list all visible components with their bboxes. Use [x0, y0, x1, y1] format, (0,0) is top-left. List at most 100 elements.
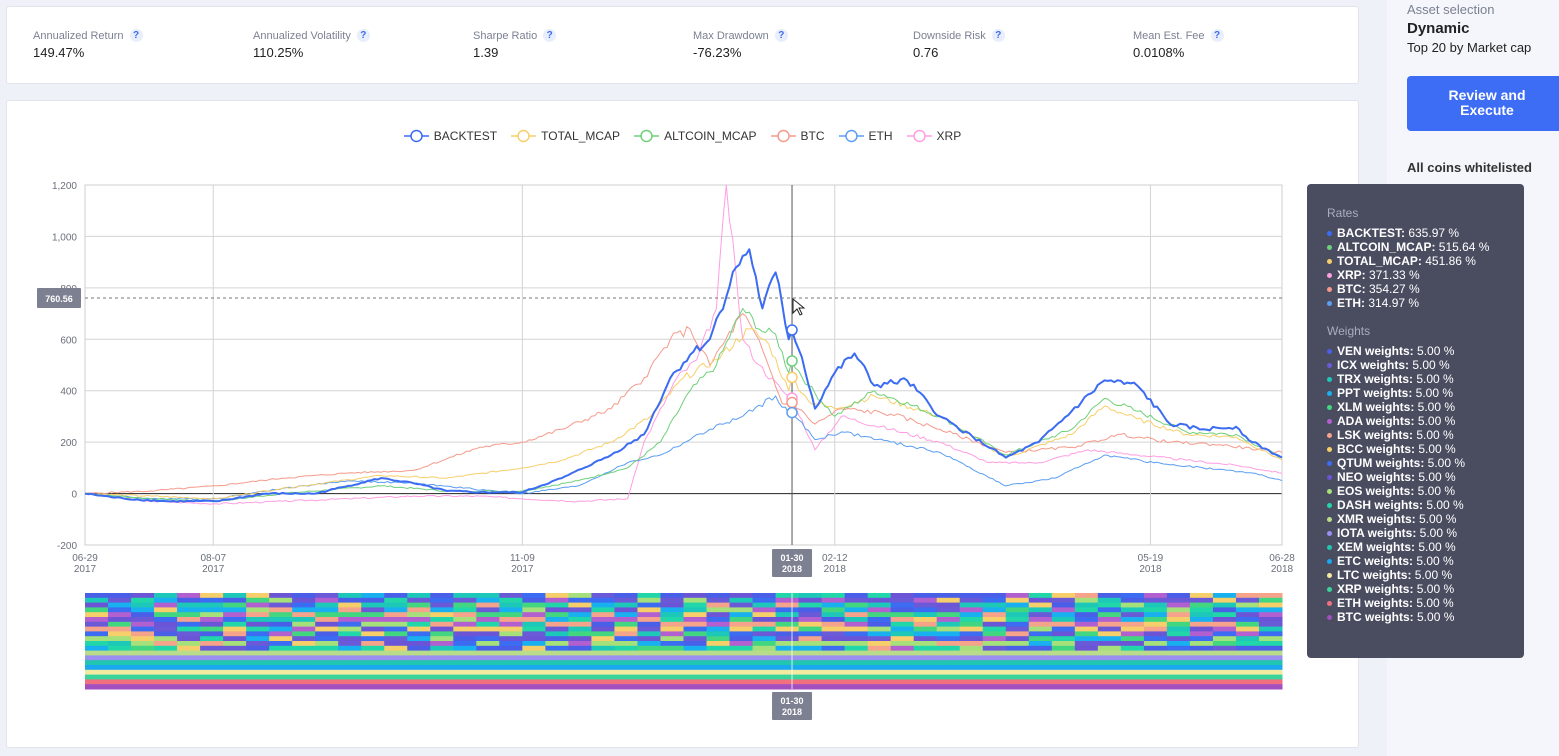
legend-item-total-mcap[interactable]: TOTAL_MCAP: [511, 129, 620, 143]
legend-item-altcoin-mcap[interactable]: ALTCOIN_MCAP: [634, 129, 757, 143]
heatmap-cell: [1097, 617, 1122, 623]
heatmap-cell: [706, 597, 731, 604]
weight-value: 5.00 %: [1415, 470, 1456, 484]
tooltip-weights-header: Weights: [1327, 324, 1371, 338]
heatmap-cell: [223, 669, 247, 676]
heatmap-cell: [108, 660, 132, 666]
heatmap-cell: [1212, 645, 1237, 652]
metric-value: 110.25%: [253, 45, 304, 60]
heatmap-cell: [499, 665, 523, 671]
weight-name: DASH weights:: [1337, 498, 1424, 512]
heatmap-cell: [1120, 684, 1145, 690]
heatmap-cell: [1097, 593, 1122, 599]
whitelist-status: All coins whitelisted: [1407, 160, 1532, 175]
heatmap-cell: [729, 665, 754, 671]
heatmap-cell: [361, 645, 385, 652]
heatmap-cell: [200, 617, 224, 623]
legend-label: XRP: [936, 129, 962, 143]
heatmap-cell: [752, 669, 777, 676]
metric-label: Mean Est. Fee: [1133, 29, 1205, 42]
weight-name: IOTA weights:: [1337, 526, 1417, 540]
heatmap-cell: [407, 679, 431, 685]
heatmap-cell: [959, 602, 984, 608]
heatmap-cell: [361, 655, 385, 661]
help-icon[interactable]: ?: [1210, 29, 1224, 42]
heatmap-cell: [936, 660, 961, 666]
heatmap-cell: [1258, 602, 1283, 608]
heatmap-cell: [591, 645, 615, 652]
heatmap-cell: [637, 602, 661, 608]
review-execute-button[interactable]: Review and Execute: [1407, 76, 1559, 131]
heatmap-cell: [131, 674, 155, 680]
legend-item-xrp[interactable]: XRP: [906, 129, 962, 143]
heatmap-cell: [982, 626, 1007, 632]
heatmap-cell: [522, 631, 546, 637]
weight-name: BTC weights:: [1337, 610, 1414, 624]
heatmap-cell: [177, 684, 201, 690]
weight-value: 5.00 %: [1413, 610, 1455, 624]
heatmap-cell: [1258, 621, 1283, 628]
heatmap-cell: [131, 612, 155, 618]
heatmap-cell: [1212, 650, 1237, 656]
heatmap-cell: [1189, 641, 1214, 647]
heatmap-cell: [683, 641, 708, 647]
heatmap-cell: [407, 655, 431, 661]
rate-row: BTC: 354.27 %: [1327, 282, 1524, 296]
heatmap-cell: [1051, 617, 1076, 623]
heatmap-cell: [729, 621, 754, 628]
heatmap-cell: [913, 617, 938, 623]
heatmap-cell: [85, 626, 109, 632]
help-icon[interactable]: ?: [356, 29, 370, 42]
heatmap-cell: [131, 665, 155, 671]
heatmap-cell: [131, 636, 155, 642]
heatmap-cell: [913, 597, 938, 604]
heatmap-cell: [85, 650, 109, 656]
heatmap-cell: [867, 655, 892, 661]
heatmap-cell: [729, 660, 754, 666]
help-icon[interactable]: ?: [774, 29, 788, 42]
heatmap-cell: [246, 636, 270, 642]
help-icon[interactable]: ?: [129, 29, 143, 42]
heatmap-cell: [108, 612, 132, 618]
weight-name: EOS weights:: [1337, 484, 1415, 498]
heatmap-cell: [821, 660, 846, 666]
heatmap-cell: [1166, 679, 1191, 685]
heatmap-cell: [1005, 679, 1030, 685]
heatmap-cell: [867, 674, 892, 680]
heatmap-cell: [729, 631, 754, 637]
heatmap-cell: [522, 612, 546, 618]
heatmap-cell: [315, 645, 339, 652]
heatmap-cell: [752, 612, 777, 618]
series-line-btc: [84, 313, 1283, 495]
help-icon[interactable]: ?: [991, 29, 1005, 42]
weight-value: 5.00 %: [1413, 582, 1455, 596]
heatmap-cell: [315, 679, 339, 685]
heatmap-cell: [752, 665, 777, 671]
heatmap-cell: [867, 665, 892, 671]
heatmap-cell: [867, 597, 892, 604]
heatmap-cell: [660, 674, 684, 680]
heatmap-cell: [453, 660, 477, 666]
weight-row: BCC weights: 5.00 %: [1327, 442, 1524, 456]
legend-item-eth[interactable]: ETH: [838, 129, 893, 143]
help-icon[interactable]: ?: [543, 29, 557, 42]
heatmap-cell: [637, 631, 661, 637]
heatmap-cell: [384, 645, 408, 652]
heatmap-cell: [568, 617, 592, 623]
performance-chart[interactable]: -20002004006008001,0001,20006-29201708-0…: [7, 101, 1359, 748]
heatmap-cell: [476, 665, 500, 671]
heatmap-cell: [269, 636, 293, 642]
heatmap-cell: [913, 593, 938, 599]
heatmap-cell: [315, 655, 339, 661]
heatmap-cell: [936, 636, 961, 642]
weight-value: 5.00 %: [1411, 568, 1453, 582]
weight-row: LTC weights: 5.00 %: [1327, 568, 1524, 582]
heatmap-cell: [499, 660, 523, 666]
heatmap-cell: [1005, 602, 1030, 608]
legend-item-btc[interactable]: BTC: [770, 129, 825, 143]
legend-item-backtest[interactable]: BACKTEST: [403, 129, 497, 143]
heatmap-cell: [522, 645, 546, 652]
weight-value: 5.00 %: [1412, 386, 1454, 400]
heatmap-cell: [844, 665, 869, 671]
heatmap-cell: [1189, 679, 1214, 685]
